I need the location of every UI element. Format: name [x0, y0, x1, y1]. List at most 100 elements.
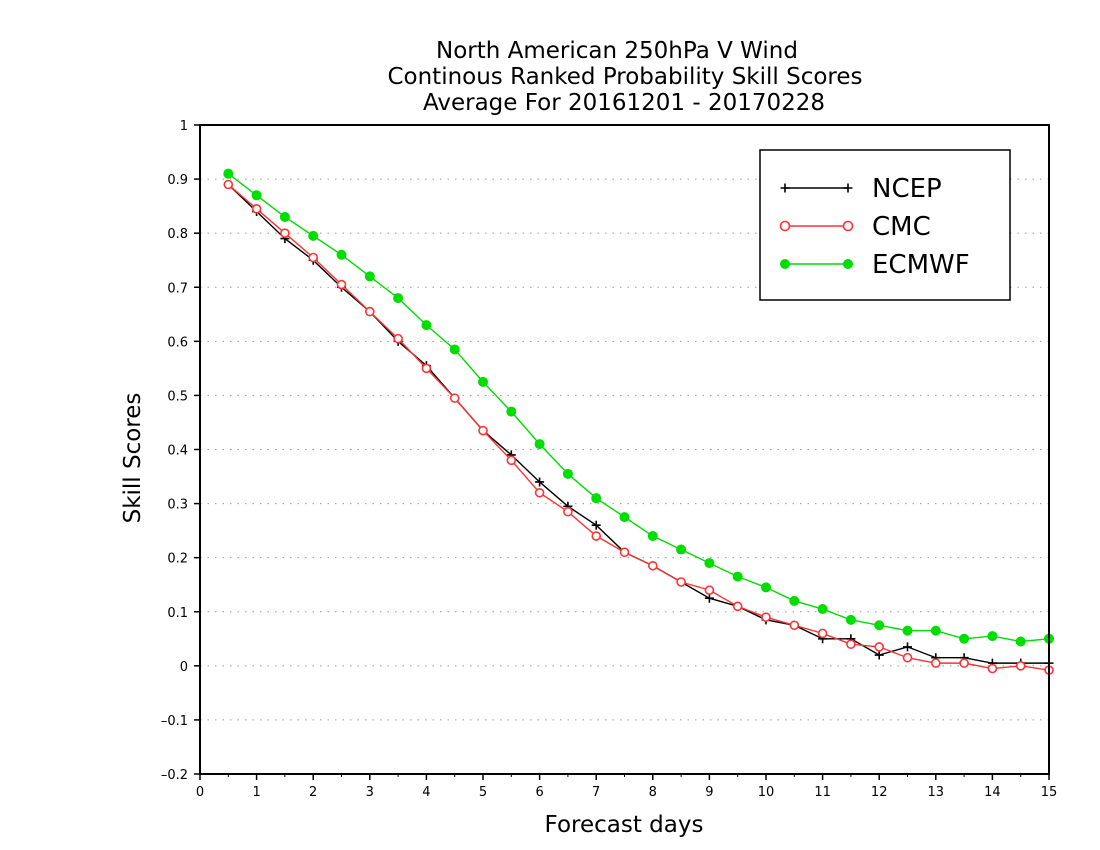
y-tick-label: 0.2	[167, 552, 188, 567]
series-cmc	[223, 179, 1054, 675]
data-point-dot	[902, 625, 913, 636]
data-point-circle	[647, 560, 658, 571]
data-point-circle	[761, 612, 771, 622]
data-point-circle	[846, 639, 856, 650]
x-axis-ticks: 0 1 2 3 4 5 6 7 8 9 10 11 12 13 14 15	[196, 774, 1057, 800]
y-tick-label: –0.1	[161, 714, 188, 729]
data-point-dot	[591, 493, 602, 504]
x-tick-label: 5	[479, 785, 487, 800]
data-point-circle	[704, 585, 715, 595]
data-point-circle	[591, 531, 602, 541]
data-point-circle	[732, 601, 743, 612]
data-point-dot	[987, 631, 998, 642]
data-point-circle	[874, 642, 885, 652]
y-tick-label: 0.3	[167, 498, 188, 513]
chart-title-line-2: Continous Ranked Probability Skill Score…	[387, 64, 862, 90]
legend-box	[759, 149, 1011, 301]
data-point-plus	[903, 642, 912, 652]
data-point-dot	[251, 190, 262, 201]
x-axis-label: Forecast days	[545, 812, 704, 838]
chart-title-line-1: North American 250hPa V Wind	[436, 38, 798, 64]
legend-label: CMC	[872, 212, 931, 242]
x-tick-label: 13	[928, 785, 945, 800]
x-tick-label: 1	[252, 785, 260, 800]
data-point-dot	[761, 582, 771, 593]
data-point-circle	[1015, 661, 1026, 671]
x-tick-label: 3	[366, 785, 374, 800]
data-point-dot	[843, 259, 853, 269]
x-tick-label: 10	[758, 785, 775, 800]
series-lines	[223, 168, 1054, 675]
x-tick-label: 12	[871, 785, 888, 800]
y-tick-label: 0.9	[167, 173, 188, 188]
x-tick-label: 6	[535, 785, 543, 800]
data-point-circle	[987, 663, 998, 674]
data-point-dot	[478, 376, 488, 387]
data-point-circle	[563, 506, 573, 517]
y-tick-label: 0.8	[167, 227, 188, 242]
data-point-circle	[959, 658, 969, 668]
y-tick-label: 1	[180, 119, 188, 134]
legend-entry-ncep: NCEP	[780, 174, 942, 204]
x-tick-label: 8	[649, 785, 657, 800]
x-tick-label: 4	[422, 785, 430, 800]
x-tick-label: 7	[592, 785, 600, 800]
chart-title: North American 250hPa V Wind Continous R…	[387, 38, 862, 116]
data-point-plus	[843, 183, 853, 193]
data-point-circle	[223, 179, 234, 190]
data-point-dot	[279, 211, 290, 222]
data-point-dot	[619, 512, 630, 523]
data-point-dot	[393, 293, 404, 304]
data-point-dot	[845, 614, 856, 625]
data-point-circle	[251, 204, 262, 214]
x-tick-label: 14	[984, 785, 1001, 800]
data-point-dot	[449, 344, 460, 355]
data-point-dot	[308, 230, 319, 241]
data-point-circle	[364, 306, 375, 317]
data-point-circle	[619, 547, 630, 558]
data-point-circle	[902, 652, 913, 663]
data-point-dot	[789, 595, 800, 606]
data-point-dot	[421, 320, 432, 331]
x-tick-label: 9	[705, 785, 713, 800]
x-tick-label: 11	[814, 785, 831, 800]
y-axis-label: Skill Scores	[120, 393, 146, 524]
data-point-plus	[704, 593, 714, 603]
data-point-dot	[336, 249, 347, 260]
data-point-dot	[506, 406, 517, 417]
data-point-dot	[930, 625, 941, 636]
data-point-dot	[647, 531, 658, 542]
data-point-dot	[874, 620, 885, 631]
y-tick-label: 0.1	[167, 606, 188, 621]
data-point-circle	[506, 455, 517, 466]
data-point-circle	[336, 279, 347, 290]
data-point-dot	[1015, 636, 1026, 647]
data-point-circle	[930, 658, 941, 668]
y-tick-label: 0.6	[167, 335, 188, 350]
y-axis-ticks: –0.2 –0.1 0 0.1 0.2 0.3 0.4 0.5 0.6 0.7 0.8 0.9 1	[161, 119, 200, 783]
data-point-dot	[223, 168, 234, 179]
data-point-plus	[874, 650, 884, 660]
legend-entry-ecmwf: ECMWF	[780, 250, 970, 280]
data-point-circle	[478, 425, 488, 436]
data-point-circle	[421, 363, 432, 374]
data-point-plus	[591, 520, 601, 530]
data-point-dot	[817, 604, 828, 615]
chart-title-line-3: Average For 20161201 - 20170228	[423, 90, 825, 116]
data-point-dot	[534, 439, 545, 450]
y-tick-label: 0.5	[167, 389, 188, 404]
x-tick-label: 0	[196, 785, 204, 800]
data-point-circle	[308, 252, 319, 263]
y-tick-label: 0	[180, 660, 188, 675]
data-point-dot	[959, 633, 970, 644]
legend-label: ECMWF	[872, 250, 970, 280]
data-point-dot	[364, 271, 375, 282]
y-tick-label: 0.4	[167, 444, 188, 459]
data-point-circle	[789, 620, 800, 631]
data-point-circle	[817, 628, 828, 639]
data-point-dot	[704, 558, 715, 569]
x-tick-label: 15	[1041, 785, 1058, 800]
data-point-dot	[562, 468, 573, 479]
